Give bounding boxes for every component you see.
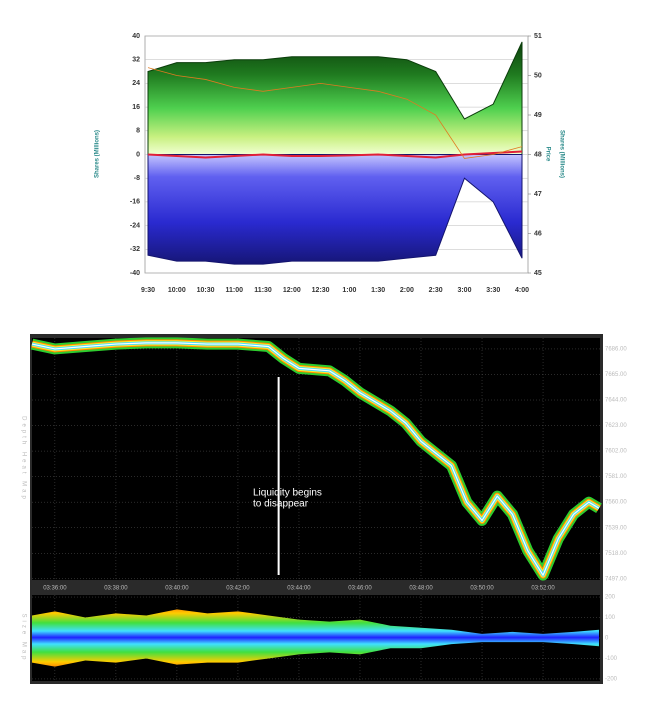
y-tick-label: -32 xyxy=(130,246,140,253)
depth-area xyxy=(147,41,523,155)
x-tick-label: 03:52:00 xyxy=(531,586,555,592)
y-axis-label: Shares (Millions) xyxy=(95,130,101,178)
y-tick-label: -24 xyxy=(130,222,140,229)
size-area xyxy=(32,638,599,667)
y-tick-label: -40 xyxy=(130,270,140,277)
y2-tick-label: 49 xyxy=(534,112,542,119)
y-tick-label: 7665.00 xyxy=(605,372,627,378)
y-tick-label: 7644.00 xyxy=(605,398,627,404)
x-tick-label: 4:00 xyxy=(515,287,529,294)
x-tick-label: 12:00 xyxy=(283,287,301,294)
depth-area xyxy=(147,154,523,265)
y-axis-label: Size Map xyxy=(20,613,26,662)
y-tick-label: -200 xyxy=(605,677,618,683)
y-axis-label: Depth Heat Map xyxy=(20,416,26,502)
x-tick-label: 03:48:00 xyxy=(409,586,433,592)
x-tick-label: 03:46:00 xyxy=(348,586,372,592)
x-tick-label: 03:40:00 xyxy=(165,586,189,592)
size-area xyxy=(32,609,599,638)
y2-tick-label: 48 xyxy=(534,151,542,158)
y-tick-label: 200 xyxy=(605,595,616,601)
y2-axis-label: Price xyxy=(544,147,550,162)
y-tick-label: 40 xyxy=(132,33,140,40)
series-line xyxy=(147,150,523,159)
annotation: Liquidity begins xyxy=(253,488,322,499)
x-tick-label: 12:30 xyxy=(312,287,330,294)
y-tick-label: 7497.00 xyxy=(605,576,627,582)
x-tick-label: 03:36:00 xyxy=(43,586,67,592)
y-tick-label: 32 xyxy=(132,57,140,64)
y-tick-label: -100 xyxy=(605,656,618,662)
y-tick-label: 0 xyxy=(605,636,609,642)
price-line xyxy=(31,342,600,576)
y2-axis-label: Shares (Millions) xyxy=(558,130,564,178)
y-tick-label: 7602.00 xyxy=(605,449,627,455)
x-tick-label: 2:00 xyxy=(400,287,414,294)
y-tick-label: 7560.00 xyxy=(605,500,627,506)
y-tick-label: 7623.00 xyxy=(605,423,627,429)
x-tick-label: 11:30 xyxy=(254,287,272,294)
x-tick-label: 03:44:00 xyxy=(287,586,311,592)
y2-tick-label: 45 xyxy=(534,270,542,277)
y-tick-label: 16 xyxy=(132,104,140,111)
x-tick-label: 2:30 xyxy=(429,287,443,294)
series-line xyxy=(147,67,523,159)
x-tick-label: 1:30 xyxy=(371,287,385,294)
y2-tick-label: 51 xyxy=(534,33,542,40)
x-tick-label: 9:30 xyxy=(141,287,155,294)
x-tick-label: 03:38:00 xyxy=(104,586,128,592)
x-tick-label: 03:42:00 xyxy=(226,586,250,592)
y2-tick-label: 50 xyxy=(534,72,542,79)
y-tick-label: 7539.00 xyxy=(605,525,627,531)
x-tick-label: 3:00 xyxy=(457,287,471,294)
y-tick-label: 0 xyxy=(136,151,140,158)
x-tick-label: 10:30 xyxy=(197,287,215,294)
y-tick-label: -16 xyxy=(130,199,140,206)
y-tick-label: 7518.00 xyxy=(605,551,627,557)
x-tick-label: 3:30 xyxy=(486,287,500,294)
y-tick-label: 7686.00 xyxy=(605,347,627,353)
y-tick-label: 7581.00 xyxy=(605,474,627,480)
y-tick-label: 8 xyxy=(136,128,140,135)
x-tick-label: 03:50:00 xyxy=(470,586,494,592)
x-tick-label: 1:00 xyxy=(342,287,356,294)
y-tick-label: 100 xyxy=(605,615,616,621)
y2-tick-label: 46 xyxy=(534,230,542,237)
x-tick-label: 10:00 xyxy=(168,287,186,294)
x-tick-label: 11:00 xyxy=(226,287,244,294)
y-tick-label: 24 xyxy=(132,80,140,87)
y2-tick-label: 47 xyxy=(534,191,542,198)
annotation: to disappear xyxy=(253,499,309,510)
plot-area xyxy=(32,338,600,580)
y-tick-label: -8 xyxy=(134,175,140,182)
